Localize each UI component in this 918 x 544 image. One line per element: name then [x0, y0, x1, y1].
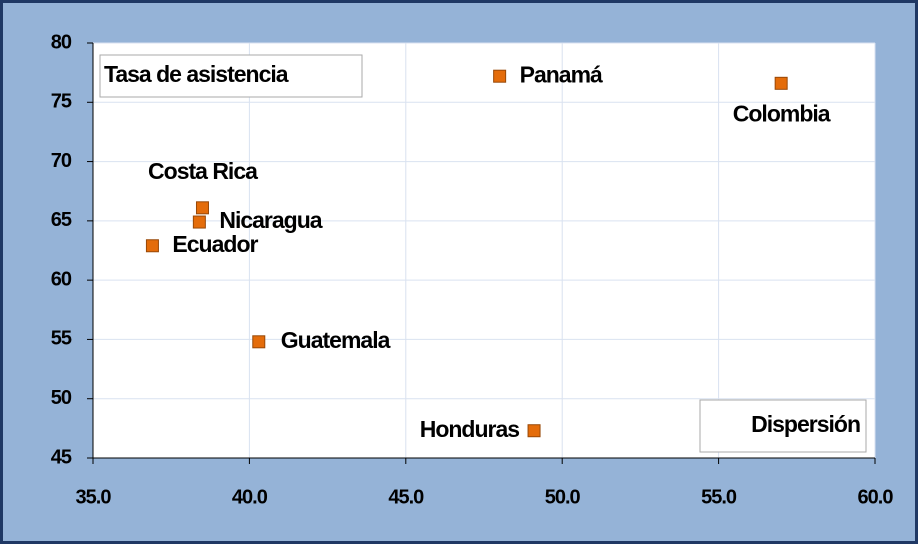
y-tick-label: 50 [51, 387, 72, 409]
y-tick-label: 55 [51, 328, 72, 350]
point-label: Nicaragua [219, 207, 322, 233]
point [252, 335, 266, 349]
y-tick-label: 45 [51, 446, 72, 468]
y-tick-label: 75 [51, 91, 72, 113]
x-tick-label: 55.0 [701, 486, 737, 508]
point [145, 239, 159, 253]
point [195, 201, 209, 215]
x-tick-label: 40.0 [232, 486, 268, 508]
point [192, 215, 206, 229]
x-tick-label: 45.0 [388, 486, 424, 508]
y-tick-label: 80 [51, 31, 72, 53]
x-tick-label: 60.0 [858, 486, 894, 508]
x-axis-title: Dispersión [751, 411, 860, 437]
y-tick-label: 60 [51, 268, 72, 290]
x-tick-label: 35.0 [76, 486, 112, 508]
point [774, 76, 788, 90]
point-label: Guatemala [281, 327, 391, 353]
y-axis-title: Tasa de asistencia [104, 61, 289, 87]
x-label-box [699, 399, 867, 453]
plot-area [93, 43, 875, 458]
point-label: Ecuador [172, 231, 258, 257]
point-label: Costa Rica [148, 158, 258, 184]
point [493, 69, 507, 83]
y-tick-label: 65 [51, 209, 72, 231]
x-tick-label: 50.0 [545, 486, 581, 508]
point-label: Honduras [420, 416, 520, 442]
y-label-box [99, 54, 363, 98]
point-label: Panamá [520, 61, 603, 87]
point-label: Colombia [733, 100, 831, 126]
y-tick-label: 70 [51, 150, 72, 172]
point [527, 424, 541, 438]
